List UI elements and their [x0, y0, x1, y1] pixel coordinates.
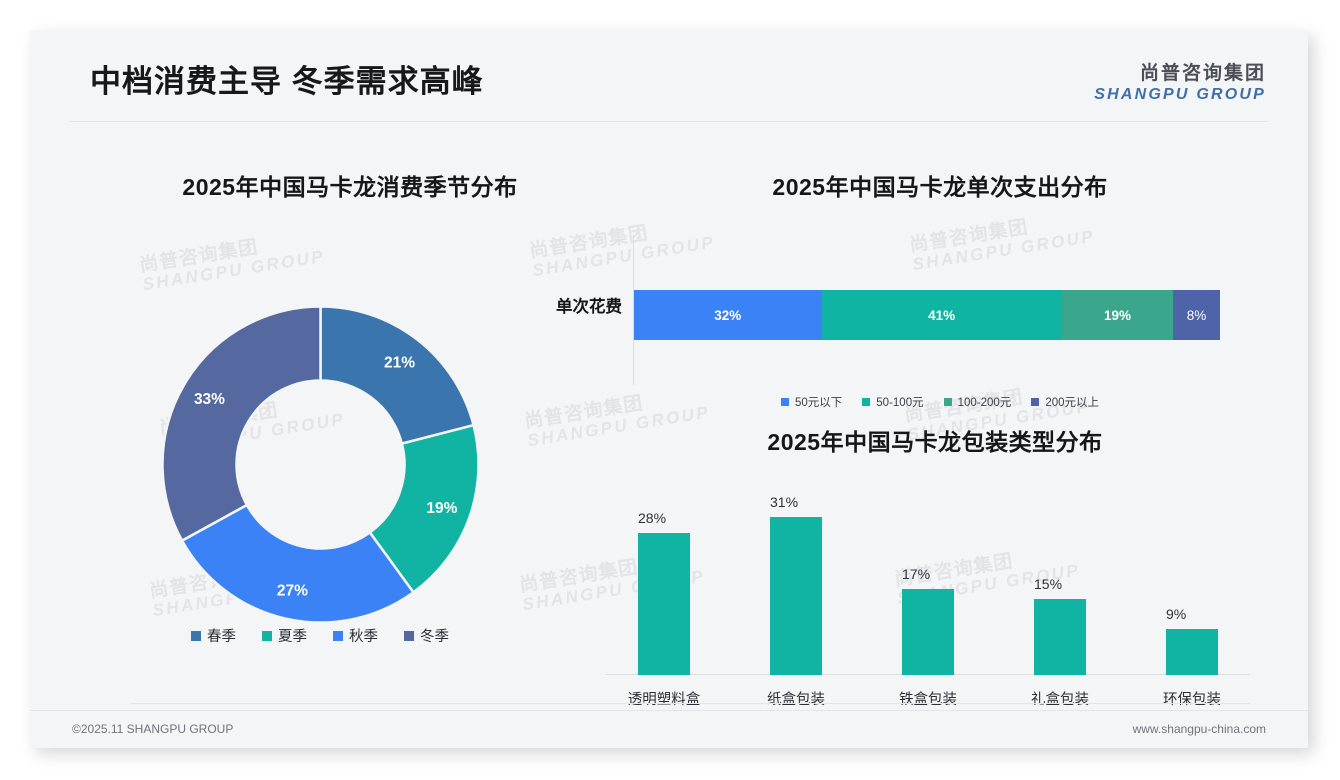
donut-legend-item[interactable]: 夏季 [262, 625, 307, 646]
header-divider [70, 121, 1268, 122]
stacked-row-label: 单次花费 [556, 298, 622, 316]
column-bar[interactable]: 31% [770, 494, 822, 675]
donut-slice[interactable] [368, 423, 480, 595]
column-value-label: 15% [1034, 575, 1063, 592]
legend-swatch-icon [333, 630, 343, 641]
watermark-en: SHANGPU GROUP [141, 246, 327, 295]
donut-legend-label: 夏季 [278, 629, 307, 645]
legend-swatch-icon [191, 630, 201, 641]
stacked-legend-item[interactable]: 50-100元 [862, 394, 924, 410]
stacked-bar-segment[interactable]: 32% [634, 290, 822, 340]
stacked-legend-item[interactable]: 100-200元 [943, 394, 1012, 410]
legend-swatch-icon [862, 398, 871, 406]
stacked-legend-item[interactable]: 50元以下 [780, 394, 843, 410]
website-link[interactable]: www.shangpu-china.com [1132, 722, 1266, 736]
column-chart-title: 2025年中国马卡龙包装类型分布 [767, 429, 1103, 455]
donut-legend-label: 春季 [207, 629, 236, 645]
copyright-text: ©2025.11 SHANGPU GROUP [72, 722, 234, 736]
donut-legend-item[interactable]: 冬季 [404, 625, 449, 646]
donut-slice-value: 19% [426, 500, 457, 517]
stacked-bar-segment[interactable]: 8% [1173, 290, 1220, 340]
column-category-label: 透明塑料盒 [627, 692, 701, 708]
column-category-label: 环保包装 [1163, 692, 1221, 708]
sample-divider [130, 703, 1250, 704]
column-bar[interactable]: 9% [1166, 606, 1218, 675]
slide-footer: ©2025.11 SHANGPU GROUP www.shangpu-china… [30, 710, 1308, 748]
column-value-label: 17% [902, 565, 931, 582]
page-title: 中档消费主导 冬季需求高峰 [90, 64, 484, 99]
column-value-label: 31% [770, 494, 799, 511]
donut-slice[interactable] [319, 305, 476, 446]
donut-svg: 21% 19% 27% 33% [161, 305, 480, 624]
legend-swatch-icon [943, 398, 952, 406]
column-group: 28% 透明塑料盒 [628, 510, 701, 708]
column-category-label: 铁盒包装 [899, 692, 957, 708]
slide-canvas: 尚普咨询集团 SHANGPU GROUP 尚普咨询集团 SHANGPU GROU… [30, 30, 1308, 748]
logo-en-text: SHANGPU GROUP [1094, 86, 1266, 103]
donut-legend-item[interactable]: 秋季 [333, 625, 378, 646]
stacked-legend: 50元以下 50-100元 100-200元 200元以上 [630, 394, 1250, 410]
donut-chart-title: 2025年中国马卡龙消费季节分布 [182, 174, 518, 200]
column-group: 31% 纸盒包装 [767, 494, 825, 708]
column-chart: 28% 透明塑料盒 31% 纸盒包装 17% 铁盒包装 15% 礼盒包装 9% 环保包装 [605, 460, 1250, 710]
donut-slice-value: 27% [277, 582, 308, 599]
donut-chart: 21% 19% 27% 33% [158, 302, 483, 627]
stacked-legend-label: 50-100元 [876, 397, 924, 409]
stacked-legend-label: 50元以下 [794, 397, 843, 409]
column-group: 17% 铁盒包装 [899, 566, 957, 708]
stacked-bar-track: 32% 41% 19% 8% [634, 290, 1220, 340]
stacked-bar-chart: 单次花费 32% 41% 19% 8% [530, 235, 1250, 385]
donut-slice[interactable] [180, 503, 416, 624]
donut-legend-label: 秋季 [349, 629, 378, 645]
column-group: 9% 环保包装 [1163, 606, 1221, 708]
column-value-label: 28% [638, 509, 667, 526]
legend-swatch-icon [780, 398, 789, 406]
brand-logo: 尚普咨询集团 SHANGPU GROUP [1094, 58, 1266, 104]
donut-slice-value: 21% [384, 355, 415, 372]
donut-slice-value: 33% [194, 391, 225, 408]
column-bar[interactable]: 28% [638, 510, 690, 675]
donut-legend-label: 冬季 [420, 629, 449, 645]
column-bar[interactable]: 17% [902, 566, 954, 675]
stacked-legend-label: 200元以上 [1045, 397, 1099, 409]
donut-legend: 春季 夏季 秋季 冬季 [140, 625, 500, 646]
stacked-bar-segment[interactable]: 41% [821, 290, 1062, 340]
donut-slice[interactable] [161, 305, 322, 543]
stacked-legend-item[interactable]: 200元以上 [1031, 394, 1099, 410]
column-category-label: 纸盒包装 [767, 692, 825, 708]
legend-swatch-icon [1031, 398, 1040, 406]
column-value-label: 9% [1166, 606, 1187, 623]
stacked-axis-line [633, 235, 634, 385]
stacked-bar-segment[interactable]: 19% [1061, 290, 1174, 340]
donut-legend-item[interactable]: 春季 [191, 625, 236, 646]
column-bar[interactable]: 15% [1034, 576, 1086, 675]
watermark-cn: 尚普咨询集团 [138, 236, 260, 277]
logo-cn-text: 尚普咨询集团 [1139, 63, 1266, 84]
legend-swatch-icon [404, 630, 414, 641]
stacked-legend-label: 100-200元 [957, 397, 1012, 409]
column-category-label: 礼盒包装 [1031, 692, 1089, 708]
column-group: 15% 礼盒包装 [1031, 576, 1089, 708]
slide-header: 中档消费主导 冬季需求高峰 尚普咨询集团 SHANGPU GROUP [30, 30, 1308, 122]
stacked-chart-title: 2025年中国马卡龙单次支出分布 [772, 174, 1108, 200]
watermark: 尚普咨询集团 SHANGPU GROUP [138, 228, 326, 294]
legend-swatch-icon [262, 630, 272, 641]
